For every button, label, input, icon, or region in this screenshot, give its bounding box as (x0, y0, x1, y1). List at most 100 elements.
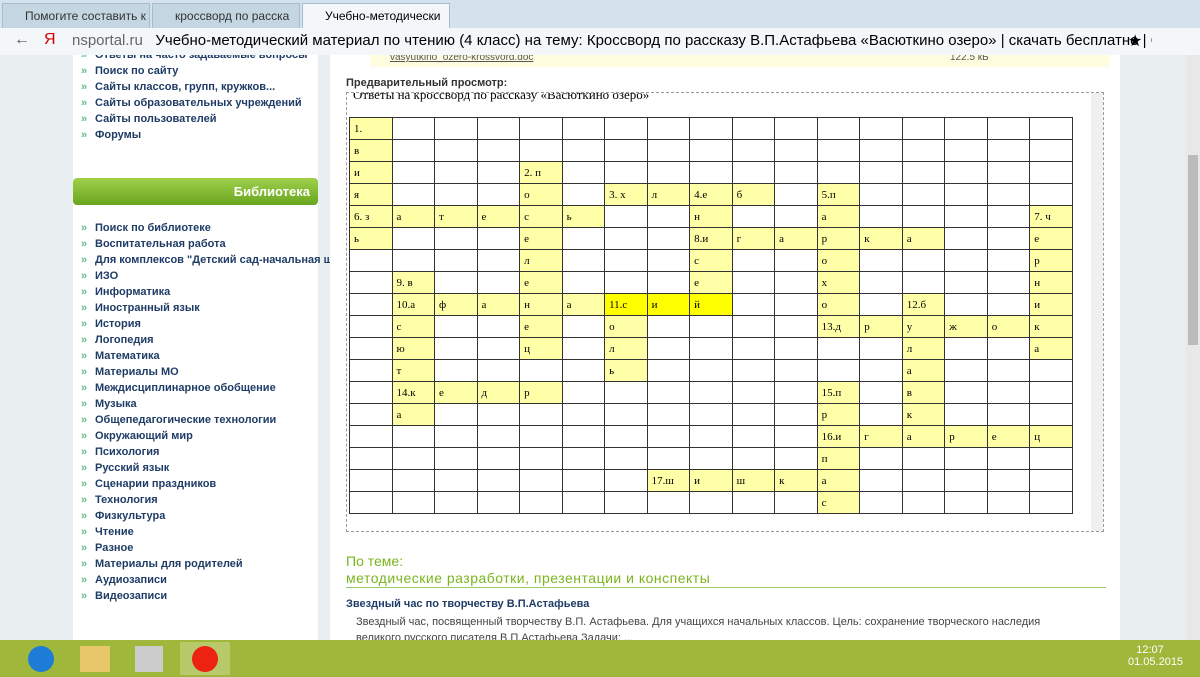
sidebar-link[interactable]: Технология (73, 492, 318, 508)
letter-cell: е (434, 381, 478, 404)
empty-cell (646, 447, 691, 470)
empty-cell (731, 249, 776, 272)
empty-cell (986, 249, 1031, 272)
yandex-browser-icon[interactable] (180, 642, 230, 675)
empty-cell (944, 293, 988, 316)
back-button[interactable]: ← (14, 31, 30, 48)
letter-cell: н (519, 293, 563, 316)
empty-cell (434, 161, 478, 184)
empty-cell (859, 161, 903, 184)
empty-cell (476, 425, 521, 448)
letter-cell: л (901, 337, 946, 360)
empty-cell (731, 425, 776, 448)
url[interactable]: nsportal.ru Учебно-методический материал… (72, 30, 1152, 52)
letter-cell: а (816, 469, 861, 492)
sidebar-link[interactable]: Форумы (73, 127, 318, 143)
empty-cell (604, 469, 648, 492)
grid-row: п (349, 447, 1073, 470)
sidebar-link[interactable]: Материалы МО (73, 364, 318, 380)
letter-cell: ц (1029, 425, 1073, 448)
sidebar-link[interactable]: Аудиозаписи (73, 572, 318, 588)
empty-cell (434, 139, 478, 162)
tab[interactable]: Учебно-методически (302, 3, 450, 28)
empty-cell (944, 469, 988, 492)
bookmark-star[interactable]: ★ (1128, 33, 1143, 50)
grid-row: 14.к е д р 15.п в (349, 381, 1073, 404)
sidebar-link[interactable]: Видеозаписи (73, 588, 318, 604)
sidebar-link[interactable]: Русский язык (73, 460, 318, 476)
empty-cell (1029, 403, 1073, 426)
letter-cell: р (859, 315, 903, 338)
empty-cell (944, 183, 988, 206)
tab[interactable]: кроссворд по расска (152, 3, 300, 28)
letter-cell: р (816, 227, 861, 250)
empty-cell (689, 117, 733, 140)
empty-cell (646, 425, 691, 448)
letter-cell: а (561, 293, 606, 316)
sidebar-link[interactable]: Чтение (73, 524, 318, 540)
letter-cell: 1. (349, 117, 393, 140)
letter-cell: л (604, 337, 648, 360)
empty-cell (434, 271, 478, 294)
empty-cell (561, 271, 606, 294)
empty-cell (944, 205, 988, 228)
sidebar-link[interactable]: Музыка (73, 396, 318, 412)
app-icon[interactable] (135, 646, 163, 672)
related-item-text: Звездный час, посвященный творчеству В.П… (356, 616, 1041, 640)
sidebar-link[interactable]: Информатика (73, 284, 318, 300)
letter-cell: о (604, 315, 648, 338)
sidebar-link[interactable]: Сайты классов, групп, кружков... (73, 79, 318, 95)
empty-cell (731, 381, 776, 404)
file-name[interactable]: vasyutkino_ozero-krossvord.doc (390, 55, 534, 63)
empty-cell (774, 403, 818, 426)
empty-cell (391, 425, 436, 448)
tab[interactable]: Помогите составить к (2, 3, 150, 28)
page: Ответы на часто задаваемые вопросыПоиск … (0, 55, 1186, 640)
sidebar-link[interactable]: История (73, 316, 318, 332)
sidebar-link[interactable]: Для комплексов "Детский сад-начальная шк… (73, 252, 363, 268)
letter-cell: с (816, 491, 861, 514)
empty-cell (476, 139, 521, 162)
explorer-icon[interactable] (80, 646, 110, 672)
ie-icon[interactable] (28, 646, 54, 672)
clock[interactable]: 12:07 01.05.2015 (1128, 644, 1183, 668)
time: 12:07 (1136, 644, 1164, 656)
sidebar-link[interactable]: Иностранный язык (73, 300, 318, 316)
empty-cell (901, 117, 946, 140)
sidebar-link[interactable]: Материалы для родителей (73, 556, 318, 572)
sidebar-link[interactable]: Логопедия (73, 332, 318, 348)
sidebar-link[interactable]: Психология (73, 444, 318, 460)
sidebar-link[interactable]: Окружающий мир (73, 428, 318, 444)
sidebar-link[interactable]: Междисциплинарное обобщение (73, 380, 318, 396)
yandex-logo[interactable]: Я (44, 31, 56, 48)
empty-cell (476, 359, 521, 382)
empty-cell (561, 183, 606, 206)
letter-cell: я (349, 183, 393, 206)
related-item-title[interactable]: Звездный час по творчеству В.П.Астафьева (346, 598, 590, 610)
grid-row: ь е 8.и г а р к а е (349, 227, 1073, 250)
letter-cell: р (816, 403, 861, 426)
grid-row: 10.а ф а н а 11.с и й о 12.б и (349, 293, 1073, 316)
sidebar-link[interactable]: Сайты образовательных учреждений (73, 95, 318, 111)
empty-cell (561, 139, 606, 162)
sidebar-link[interactable]: Ответы на часто задаваемые вопросы (73, 55, 318, 63)
empty-cell (1029, 117, 1073, 140)
sidebar-link[interactable]: Сценарии праздников (73, 476, 318, 492)
sidebar-link[interactable]: Математика (73, 348, 318, 364)
sidebar-link[interactable]: Сайты пользователей (73, 111, 318, 127)
sidebar-link[interactable]: Воспитательная работа (73, 236, 318, 252)
sidebar-link[interactable]: ИЗО (73, 268, 318, 284)
empty-cell (391, 491, 436, 514)
empty-cell (901, 447, 946, 470)
sidebar-link[interactable]: Поиск по библиотеке (73, 220, 318, 236)
sidebar-link[interactable]: Физкультура (73, 508, 318, 524)
empty-cell (561, 381, 606, 404)
sidebar-link[interactable]: Общепедагогические технологии (73, 412, 318, 428)
empty-cell (476, 337, 521, 360)
sidebar-link[interactable]: Поиск по сайту (73, 63, 318, 79)
empty-cell (604, 403, 648, 426)
empty-cell (561, 227, 606, 250)
sidebar-link[interactable]: Разное (73, 540, 318, 556)
